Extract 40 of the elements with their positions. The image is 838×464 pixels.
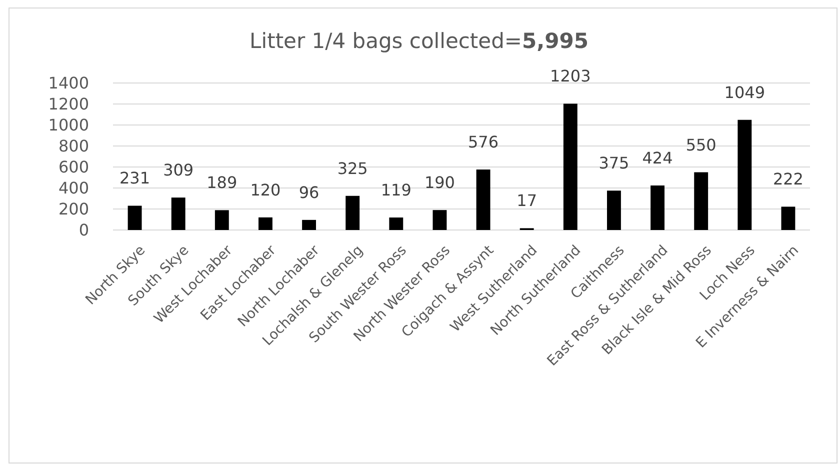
data-label: 96 — [298, 182, 320, 202]
y-tick-label: 600 — [58, 158, 89, 177]
data-label: 231 — [120, 168, 150, 188]
data-label: 120 — [250, 180, 281, 200]
bar — [128, 206, 142, 230]
bar — [781, 206, 796, 230]
chart-title: Litter 1/4 bags collected=5,995 — [250, 29, 588, 53]
data-label: 190 — [424, 173, 455, 192]
y-tick-label: 200 — [58, 200, 89, 219]
bar — [432, 210, 447, 230]
data-label: 325 — [337, 158, 368, 178]
bar — [214, 210, 229, 230]
bar — [694, 172, 708, 230]
bar — [476, 170, 490, 230]
y-tick-label: 0 — [78, 220, 89, 240]
bar — [563, 104, 578, 230]
data-label: 119 — [380, 180, 412, 200]
data-label: 375 — [598, 154, 630, 173]
data-label: 309 — [163, 160, 194, 180]
data-label: 1203 — [550, 66, 591, 86]
y-tick-label: 800 — [58, 136, 89, 156]
data-label: 1049 — [724, 82, 766, 102]
y-tick-label: 1200 — [48, 94, 89, 114]
bar — [346, 196, 360, 230]
bar — [258, 217, 272, 230]
bar — [607, 190, 621, 230]
bar — [738, 120, 752, 230]
bar — [171, 198, 186, 230]
data-label: 550 — [686, 135, 716, 154]
bar — [650, 185, 664, 230]
data-label: 424 — [642, 148, 673, 168]
data-label: 17 — [516, 191, 538, 210]
data-label: 576 — [468, 132, 499, 152]
y-tick-label: 1400 — [48, 74, 89, 93]
y-tick-label: 400 — [58, 178, 89, 198]
bar — [389, 218, 404, 230]
data-label: 222 — [772, 170, 804, 189]
data-label: 189 — [206, 173, 238, 192]
y-tick-label: 1000 — [48, 116, 89, 135]
bar — [302, 220, 316, 230]
